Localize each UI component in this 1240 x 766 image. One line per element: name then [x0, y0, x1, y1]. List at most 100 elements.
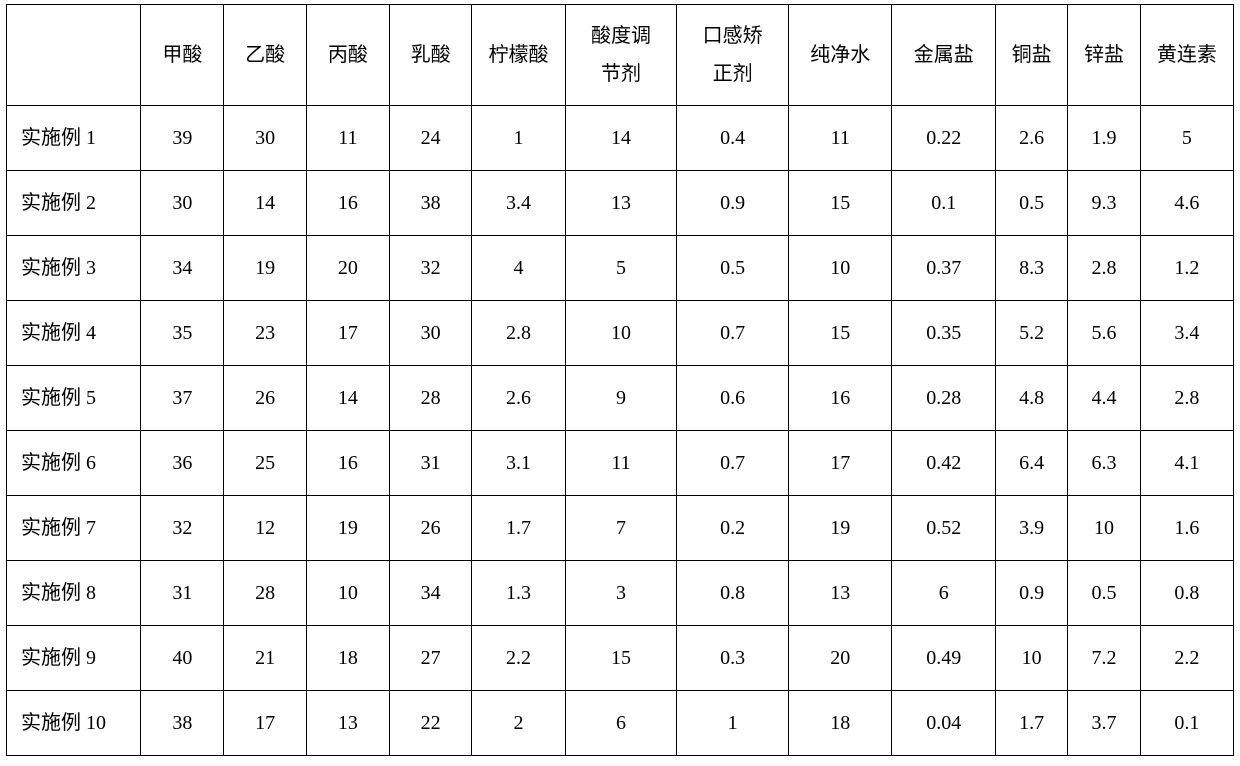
cell: 27	[389, 626, 472, 691]
table-row: 实施例 2 30 14 16 38 3.4 13 0.9 15 0.1 0.5 …	[7, 171, 1234, 236]
cell: 30	[389, 301, 472, 366]
cell: 9	[565, 366, 677, 431]
cell: 20	[306, 236, 389, 301]
cell: 19	[224, 236, 307, 301]
cell: 31	[389, 431, 472, 496]
cell: 38	[141, 691, 224, 756]
cell: 4.1	[1140, 431, 1233, 496]
cell: 11	[789, 106, 892, 171]
cell: 26	[389, 496, 472, 561]
header-c12: 黄连素	[1140, 5, 1233, 106]
cell: 6.4	[995, 431, 1067, 496]
table-row: 实施例 10 38 17 13 22 2 6 1 18 0.04 1.7 3.7…	[7, 691, 1234, 756]
cell: 0.37	[892, 236, 995, 301]
header-c9: 金属盐	[892, 5, 995, 106]
cell: 25	[224, 431, 307, 496]
cell: 36	[141, 431, 224, 496]
table-row: 实施例 6 36 25 16 31 3.1 11 0.7 17 0.42 6.4…	[7, 431, 1234, 496]
cell: 3.7	[1068, 691, 1140, 756]
cell: 10	[789, 236, 892, 301]
table-header-row: 甲酸 乙酸 丙酸 乳酸 柠檬酸 酸度调节剂 口感矫正剂 纯净水 金属盐 铜盐 锌…	[7, 5, 1234, 106]
table-row: 实施例 9 40 21 18 27 2.2 15 0.3 20 0.49 10 …	[7, 626, 1234, 691]
cell: 10	[306, 561, 389, 626]
row-label: 实施例 8	[7, 561, 141, 626]
cell: 0.49	[892, 626, 995, 691]
cell: 0.5	[1068, 561, 1140, 626]
cell: 0.22	[892, 106, 995, 171]
cell: 4.4	[1068, 366, 1140, 431]
cell: 3.1	[472, 431, 565, 496]
cell: 15	[789, 171, 892, 236]
row-label: 实施例 6	[7, 431, 141, 496]
cell: 9.3	[1068, 171, 1140, 236]
cell: 10	[1068, 496, 1140, 561]
cell: 16	[306, 171, 389, 236]
cell: 1.9	[1068, 106, 1140, 171]
cell: 6	[565, 691, 677, 756]
cell: 0.7	[677, 301, 789, 366]
cell: 18	[789, 691, 892, 756]
header-c10: 铜盐	[995, 5, 1067, 106]
cell: 19	[789, 496, 892, 561]
cell: 39	[141, 106, 224, 171]
cell: 30	[141, 171, 224, 236]
cell: 0.5	[677, 236, 789, 301]
cell: 37	[141, 366, 224, 431]
row-label: 实施例 3	[7, 236, 141, 301]
cell: 0.4	[677, 106, 789, 171]
cell: 11	[306, 106, 389, 171]
cell: 12	[224, 496, 307, 561]
cell: 17	[789, 431, 892, 496]
row-label: 实施例 4	[7, 301, 141, 366]
cell: 0.04	[892, 691, 995, 756]
cell: 30	[224, 106, 307, 171]
cell: 34	[141, 236, 224, 301]
cell: 0.9	[677, 171, 789, 236]
row-label: 实施例 10	[7, 691, 141, 756]
cell: 2.2	[472, 626, 565, 691]
cell: 5.2	[995, 301, 1067, 366]
row-label: 实施例 5	[7, 366, 141, 431]
header-c3: 丙酸	[306, 5, 389, 106]
header-c2: 乙酸	[224, 5, 307, 106]
row-label: 实施例 2	[7, 171, 141, 236]
cell: 10	[995, 626, 1067, 691]
cell: 0.3	[677, 626, 789, 691]
table-row: 实施例 4 35 23 17 30 2.8 10 0.7 15 0.35 5.2…	[7, 301, 1234, 366]
cell: 28	[224, 561, 307, 626]
cell: 13	[565, 171, 677, 236]
cell: 0.52	[892, 496, 995, 561]
cell: 11	[565, 431, 677, 496]
header-c5: 柠檬酸	[472, 5, 565, 106]
cell: 35	[141, 301, 224, 366]
cell: 1.2	[1140, 236, 1233, 301]
cell: 0.8	[1140, 561, 1233, 626]
cell: 0.35	[892, 301, 995, 366]
header-c1: 甲酸	[141, 5, 224, 106]
cell: 15	[565, 626, 677, 691]
cell: 2.8	[1068, 236, 1140, 301]
header-c8: 纯净水	[789, 5, 892, 106]
table-body: 实施例 1 39 30 11 24 1 14 0.4 11 0.22 2.6 1…	[7, 106, 1234, 756]
cell: 0.6	[677, 366, 789, 431]
table-row: 实施例 7 32 12 19 26 1.7 7 0.2 19 0.52 3.9 …	[7, 496, 1234, 561]
cell: 31	[141, 561, 224, 626]
cell: 18	[306, 626, 389, 691]
cell: 13	[789, 561, 892, 626]
cell: 2	[472, 691, 565, 756]
row-label: 实施例 7	[7, 496, 141, 561]
cell: 13	[306, 691, 389, 756]
cell: 14	[306, 366, 389, 431]
cell: 6.3	[1068, 431, 1140, 496]
cell: 0.8	[677, 561, 789, 626]
cell: 32	[141, 496, 224, 561]
table-row: 实施例 5 37 26 14 28 2.6 9 0.6 16 0.28 4.8 …	[7, 366, 1234, 431]
row-label: 实施例 1	[7, 106, 141, 171]
cell: 22	[389, 691, 472, 756]
cell: 0.9	[995, 561, 1067, 626]
cell: 10	[565, 301, 677, 366]
cell: 14	[224, 171, 307, 236]
cell: 2.6	[995, 106, 1067, 171]
cell: 16	[306, 431, 389, 496]
cell: 23	[224, 301, 307, 366]
